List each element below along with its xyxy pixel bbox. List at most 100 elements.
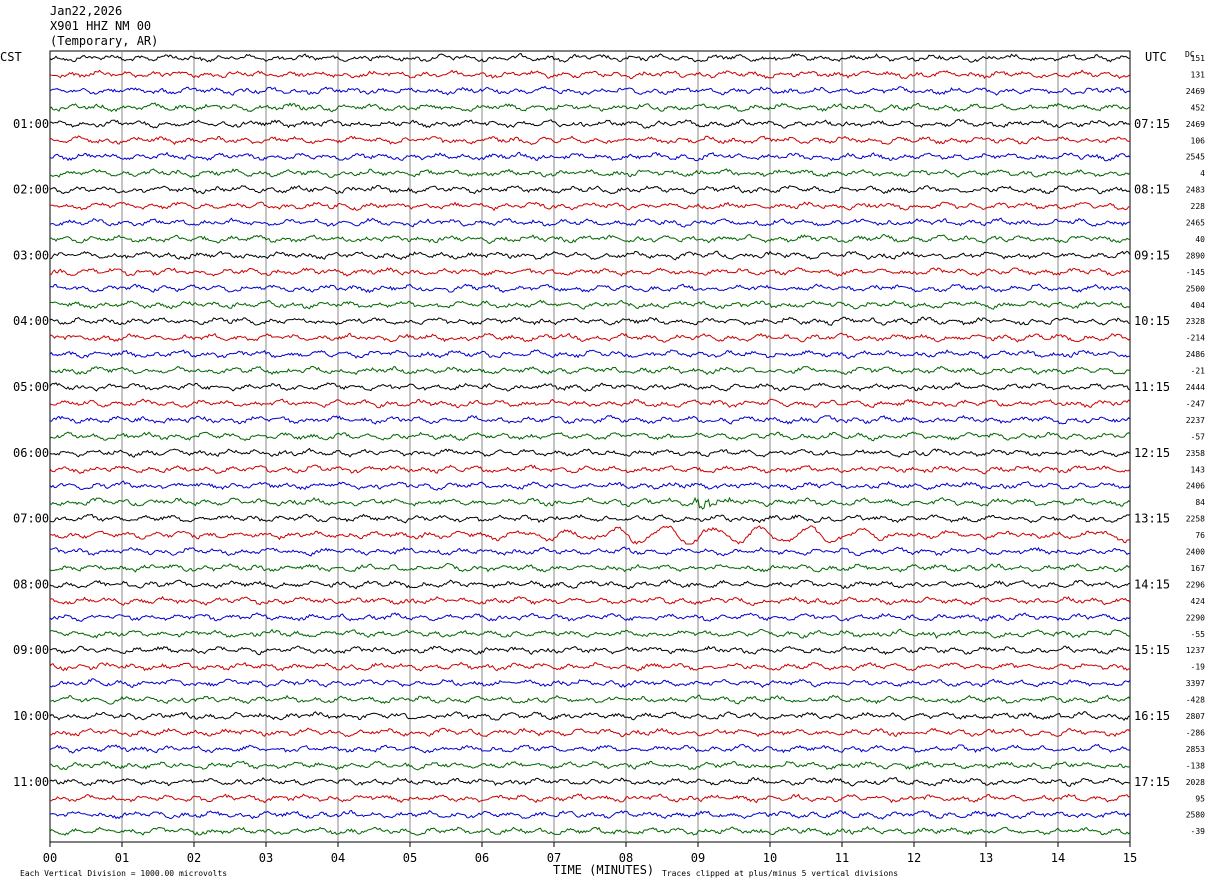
dc-offset-label: 424 [1191, 597, 1206, 606]
dc-offset-label: -286 [1186, 728, 1205, 737]
trace-line [49, 645, 1131, 656]
left-hour-label: 10:00 [13, 709, 49, 723]
dc-offset-label: 2469 [1186, 87, 1205, 96]
dc-offset-label: 2444 [1186, 383, 1205, 392]
dc-offset-label: 228 [1191, 202, 1206, 211]
right-hour-label: 16:15 [1134, 709, 1170, 723]
x-tick-label: 14 [1051, 851, 1065, 865]
x-tick-label: 00 [43, 851, 57, 865]
x-tick-label: 07 [547, 851, 561, 865]
dc-offset-label: 2258 [1186, 515, 1205, 524]
right-hour-label: 14:15 [1134, 577, 1170, 591]
trace-line [49, 316, 1131, 326]
left-timezone-label: CST [0, 50, 22, 64]
right-hour-label: 07:15 [1134, 117, 1170, 131]
dc-offset-label: 2545 [1186, 153, 1205, 162]
header-location: (Temporary, AR) [50, 34, 159, 48]
trace-line [49, 398, 1131, 409]
trace-line [49, 349, 1130, 359]
trace-line [50, 233, 1131, 245]
trace-line [49, 365, 1131, 376]
trace-line [49, 135, 1131, 146]
trace-line [49, 85, 1131, 96]
dc-offset-label: 452 [1191, 103, 1206, 112]
left-hour-label: 11:00 [13, 775, 49, 789]
trace-line [49, 776, 1131, 787]
dc-offset-label: 2358 [1186, 449, 1205, 458]
trace-line [49, 414, 1131, 425]
footer-scale-note: Each Vertical Division = 1000.00 microvo… [20, 869, 227, 878]
trace-line [49, 250, 1131, 261]
trace-line [49, 711, 1131, 722]
trace-line [49, 809, 1131, 820]
right-timezone-label: UTC [1145, 50, 1167, 64]
plot-frame [49, 50, 1131, 843]
dc-offset-label: 131 [1191, 70, 1206, 79]
right-hour-label: 13:15 [1134, 512, 1170, 526]
left-hour-label: 08:00 [13, 577, 49, 591]
x-tick-label: 04 [331, 851, 345, 865]
dc-offset-label: 2500 [1186, 284, 1205, 293]
right-hour-label: 10:15 [1134, 314, 1170, 328]
dc-offset-label: 2890 [1186, 251, 1205, 260]
dc-offset-label: 2328 [1186, 317, 1205, 326]
trace-line [49, 562, 1131, 573]
right-hour-label: 12:15 [1134, 446, 1170, 460]
x-tick-label: 11 [835, 851, 849, 865]
dc-offset-label: 2580 [1186, 811, 1205, 820]
dc-offset-label: 84 [1195, 498, 1205, 507]
right-hour-label: 11:15 [1134, 380, 1170, 394]
dc-offset-label: 2296 [1186, 580, 1205, 589]
trace-line [50, 525, 1131, 545]
dc-offset-label: 151 [1191, 54, 1206, 63]
x-tick-label: 06 [475, 851, 489, 865]
trace-line [49, 118, 1131, 129]
dc-offset-label: 95 [1195, 794, 1205, 803]
trace-line [49, 332, 1131, 343]
left-hour-label: 07:00 [13, 512, 49, 526]
right-hour-label: 09:15 [1134, 248, 1170, 262]
dc-offset-label: 404 [1191, 301, 1206, 310]
dc-offset-label: 143 [1191, 465, 1206, 474]
dc-offset-label: -21 [1191, 367, 1206, 376]
dc-offset-label: -55 [1191, 630, 1206, 639]
dc-offset-label: -247 [1186, 399, 1205, 408]
trace-line [49, 678, 1131, 688]
dc-offset-label: 3397 [1186, 679, 1205, 688]
dc-offset-label: 2486 [1186, 350, 1205, 359]
dc-offset-label: -39 [1191, 827, 1206, 836]
x-tick-label: 10 [763, 851, 777, 865]
dc-offset-label: 40 [1195, 235, 1205, 244]
right-hour-label: 15:15 [1134, 643, 1170, 657]
trace-line [49, 267, 1131, 277]
trace-line [49, 513, 1131, 524]
trace-line [49, 447, 1131, 458]
dc-offset-label: 106 [1191, 136, 1206, 145]
dc-offset-label: 4 [1200, 169, 1205, 178]
trace-line [49, 727, 1131, 738]
trace-line [49, 201, 1131, 212]
trace-line [49, 168, 1131, 178]
dc-offset-label: 2807 [1186, 712, 1205, 721]
trace-line [49, 743, 1131, 754]
left-hour-label: 04:00 [13, 314, 49, 328]
trace-line [49, 283, 1131, 294]
trace-line [49, 102, 1131, 113]
dc-offset-label: 2237 [1186, 416, 1205, 425]
x-tick-label: 15 [1123, 851, 1137, 865]
trace-line [49, 612, 1131, 622]
trace-line [49, 382, 1131, 392]
trace-line [49, 628, 1131, 640]
left-hour-label: 03:00 [13, 248, 49, 262]
trace-line [49, 431, 1131, 442]
dc-offset-label: 2483 [1186, 186, 1205, 195]
trace-line [49, 826, 1131, 837]
dc-offset-label: 167 [1191, 564, 1206, 573]
footer-clip-note: Traces clipped at plus/minus 5 vertical … [662, 869, 898, 878]
left-hour-label: 01:00 [13, 117, 49, 131]
trace-line [49, 595, 1131, 606]
dc-offset-label: 2400 [1186, 548, 1205, 557]
dc-offset-label: -214 [1186, 334, 1205, 343]
left-hour-label: 02:00 [13, 183, 49, 197]
trace-line [49, 184, 1131, 195]
